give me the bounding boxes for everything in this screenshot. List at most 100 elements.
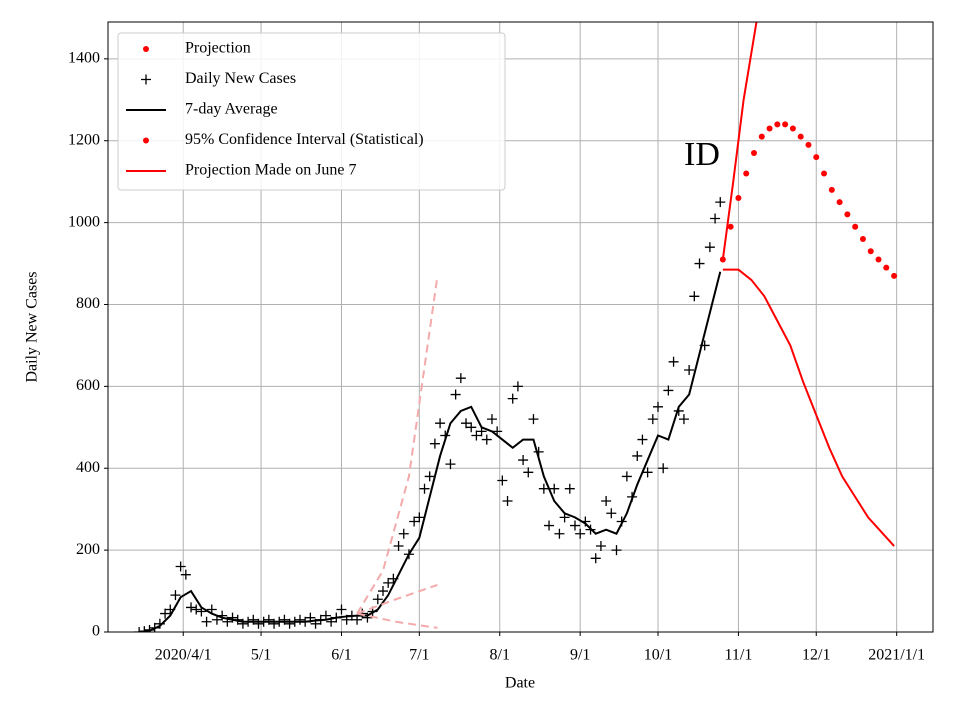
case-marker — [601, 495, 612, 506]
projection-dot — [805, 141, 812, 148]
case-marker — [160, 608, 171, 619]
case-marker — [445, 459, 456, 470]
case-marker — [461, 418, 472, 429]
line — [721, 22, 758, 260]
x-tick-label: 10/1 — [644, 647, 672, 664]
case-marker — [523, 467, 534, 478]
case-marker — [237, 618, 248, 629]
legend-label: Daily New Cases — [185, 70, 296, 87]
case-marker — [186, 602, 197, 613]
case-marker — [409, 516, 420, 527]
legend-marker — [143, 137, 149, 144]
case-marker — [590, 553, 601, 564]
case-marker — [658, 463, 669, 474]
case-marker — [227, 612, 238, 623]
y-tick-label: 1400 — [68, 50, 100, 67]
case-marker — [191, 604, 202, 615]
case-marker — [549, 483, 560, 494]
y-tick-label: 1000 — [68, 213, 100, 230]
case-marker — [518, 455, 529, 466]
x-tick-label: 7/1 — [409, 647, 429, 664]
case-marker — [486, 414, 497, 425]
case-marker — [704, 242, 715, 253]
case-marker — [180, 569, 191, 580]
case-marker — [279, 614, 290, 625]
case-marker — [663, 385, 674, 396]
case-marker — [632, 450, 643, 461]
projection-dot — [727, 223, 734, 230]
case-marker — [689, 291, 700, 302]
case-marker — [455, 373, 466, 384]
legend: Projection Daily New Cases 7-day Average 95… — [117, 32, 506, 191]
y-tick-label: 1200 — [68, 131, 100, 148]
case-marker — [424, 471, 435, 482]
case-marker — [647, 414, 658, 425]
case-marker — [544, 520, 555, 531]
y-tick-label: 600 — [76, 377, 100, 394]
case-marker — [606, 508, 617, 519]
projection-dot — [883, 264, 890, 271]
case-marker — [715, 197, 726, 208]
y-tick-label: 800 — [76, 295, 100, 312]
x-axis-label: Date — [505, 675, 535, 692]
case-marker — [502, 495, 513, 506]
case-marker — [201, 616, 212, 627]
x-tick-label: 9/1 — [570, 647, 590, 664]
x-tick-label: 11/1 — [724, 647, 752, 664]
projection-dot — [743, 170, 750, 177]
case-marker — [435, 418, 446, 429]
projection-dot — [750, 150, 757, 157]
projection-dot — [867, 248, 874, 255]
legend-label: 7-day Average — [185, 101, 278, 118]
case-marker — [263, 614, 274, 625]
case-marker — [294, 614, 305, 625]
plot-area — [134, 22, 898, 632]
projection-dot — [844, 211, 851, 218]
x-tick-label: 12/1 — [802, 647, 830, 664]
case-marker — [383, 577, 394, 588]
line — [356, 275, 439, 615]
projection-dot — [828, 186, 835, 193]
case-marker — [564, 483, 575, 494]
case-marker — [575, 528, 586, 539]
case-marker — [528, 414, 539, 425]
projection-dot — [789, 125, 796, 132]
legend-label: 95% Confidence Interval (Statistical) — [185, 131, 424, 148]
projection-dot — [758, 133, 765, 140]
case-marker — [621, 471, 632, 482]
ticks: 0 200 400 600 800 1000 1200 1400 2020/4/1 5/1 6/1 7… — [68, 50, 925, 664]
case-marker — [336, 604, 347, 615]
case-marker — [175, 561, 186, 572]
case-marker — [595, 541, 606, 552]
projection-dot — [735, 195, 742, 202]
case-marker — [678, 414, 689, 425]
case-marker — [507, 393, 518, 404]
projection-dot — [813, 154, 820, 161]
x-tick-label: 2020/4/1 — [155, 647, 212, 664]
projection-dot — [836, 199, 843, 206]
case-marker — [569, 520, 580, 531]
case-marker — [372, 594, 383, 605]
case-marker — [362, 612, 373, 623]
case-marker — [419, 483, 430, 494]
case-marker — [611, 545, 622, 556]
case-marker — [694, 258, 705, 269]
case-marker — [378, 586, 388, 597]
case-marker — [248, 614, 259, 625]
case-marker — [253, 618, 264, 629]
projection-dot — [821, 170, 828, 177]
legend-label: Projection — [185, 40, 251, 57]
case-marker — [398, 528, 409, 539]
line — [356, 583, 438, 615]
case-marker — [414, 512, 425, 523]
case-marker — [269, 618, 280, 629]
line — [722, 268, 895, 547]
case-marker — [497, 475, 508, 486]
projection-dot — [875, 256, 882, 263]
case-marker — [471, 430, 482, 441]
case-marker — [512, 381, 523, 392]
case-marker — [466, 422, 477, 433]
x-tick-label: 8/1 — [490, 647, 510, 664]
projection-dot — [782, 121, 789, 128]
